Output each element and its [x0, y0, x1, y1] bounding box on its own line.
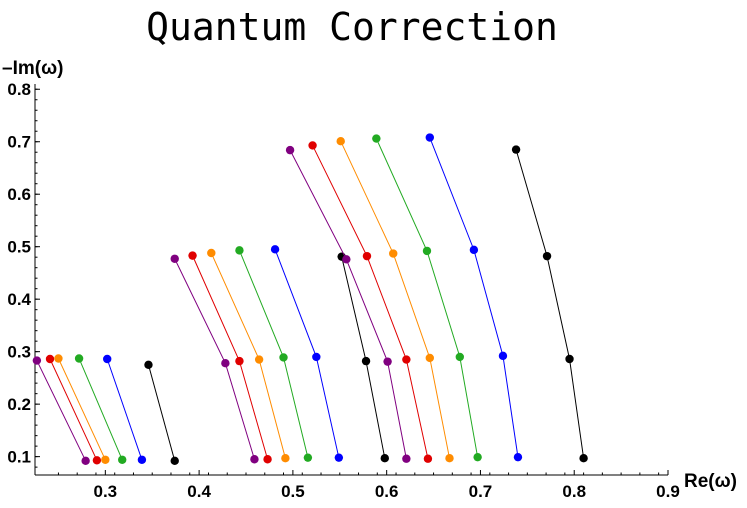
data-point: [92, 456, 102, 465]
series-line: [429, 137, 519, 458]
x-tick-label: 0.3: [94, 482, 118, 501]
x-axis-label: Re(ω): [684, 471, 737, 492]
data-point: [303, 453, 313, 462]
series-line: [312, 145, 429, 459]
x-tick-label: 0.5: [281, 482, 305, 501]
data-point: [45, 354, 55, 364]
data-point: [235, 246, 244, 255]
series-line: [515, 149, 585, 459]
data-point: [308, 141, 317, 150]
data-point: [361, 356, 371, 366]
data-point: [103, 354, 112, 364]
data-point: [372, 134, 381, 143]
data-point: [101, 455, 110, 464]
series-line: [147, 364, 176, 461]
series-line: [57, 358, 106, 460]
data-point: [342, 255, 351, 264]
data-point: [250, 455, 259, 464]
data-point: [542, 251, 552, 261]
data-point: [511, 145, 521, 154]
y-tick-label: 0.1: [7, 448, 31, 467]
data-point: [285, 145, 295, 155]
data-point: [380, 454, 389, 463]
y-tick-label: 0.5: [7, 238, 31, 257]
x-tick-label: 0.7: [469, 482, 493, 501]
data-point: [334, 453, 344, 462]
data-point: [118, 455, 127, 464]
data-point: [263, 455, 272, 464]
data-point: [579, 454, 588, 463]
x-tick-label: 0.6: [375, 482, 399, 501]
y-tick-label: 0.2: [7, 395, 31, 414]
data-point: [473, 452, 482, 462]
data-point: [144, 360, 153, 369]
data-point: [74, 354, 84, 363]
data-point: [312, 352, 321, 362]
series-line: [375, 138, 479, 458]
data-point: [422, 246, 432, 256]
data-point: [425, 353, 434, 363]
y-tick-label: 0.8: [7, 80, 31, 99]
data-point: [565, 354, 574, 364]
data-point: [281, 454, 290, 463]
data-point: [402, 454, 411, 463]
y-tick-label: 0.4: [7, 290, 31, 309]
y-tick-label: 0.3: [7, 343, 31, 362]
y-axis-label: –Im(ω): [2, 58, 63, 79]
series-line: [340, 140, 450, 459]
data-point: [170, 456, 179, 466]
data-point: [513, 452, 523, 462]
data-point: [455, 352, 465, 362]
axes: [34, 84, 668, 476]
data-point: [336, 137, 345, 146]
series-line: [49, 358, 98, 461]
y-tick-label: 0.7: [7, 133, 31, 152]
data-point: [81, 456, 90, 466]
data-point: [383, 357, 392, 366]
data-point: [389, 249, 398, 258]
data-point: [32, 356, 42, 365]
data-point: [469, 245, 479, 255]
data-point: [445, 454, 454, 463]
data-point: [423, 454, 433, 463]
series-line: [78, 358, 123, 460]
data-point: [402, 355, 411, 364]
data-point: [425, 133, 434, 142]
data-point: [254, 355, 264, 364]
x-tick-label: 0.8: [562, 482, 586, 501]
series-line: [106, 358, 143, 460]
x-ticks: 0.3 0.4 0.5 0.6 0.7 0.8 0.9: [57, 470, 680, 501]
series-line: [238, 250, 309, 458]
data-point: [279, 353, 288, 362]
x-tick-label: 0.9: [656, 482, 680, 501]
data-point: [270, 245, 280, 254]
data-point: [221, 359, 230, 368]
data-point: [188, 251, 197, 260]
y-ticks: 0.1 0.2 0.3 0.4 0.5 0.6 0.7 0.8: [7, 80, 40, 468]
data-point: [498, 351, 508, 361]
data-point: [170, 254, 179, 263]
chart-title: Quantum Correction: [146, 5, 558, 49]
series-line: [210, 252, 286, 459]
data-point: [207, 248, 216, 258]
x-tick-label: 0.4: [187, 482, 211, 501]
series-layer: [32, 133, 588, 466]
data-point: [362, 251, 372, 261]
data-point: [54, 354, 63, 363]
data-point: [137, 455, 147, 464]
series-line: [36, 360, 87, 462]
data-point: [235, 356, 244, 366]
series-line: [289, 149, 407, 459]
y-tick-label: 0.6: [7, 185, 31, 204]
